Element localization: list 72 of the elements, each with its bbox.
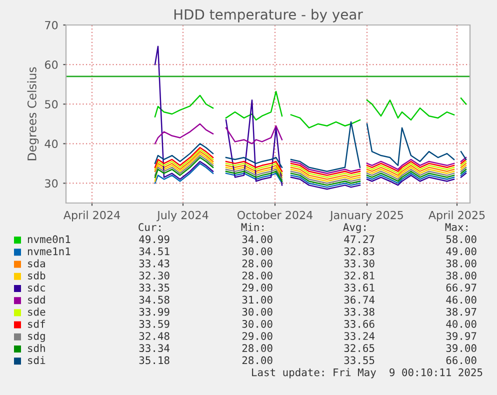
text: 29.00 xyxy=(242,284,272,292)
text: 38.00 xyxy=(446,272,476,280)
text: 32.30 xyxy=(139,272,170,280)
legend-label: sdd xyxy=(28,296,45,304)
text: 28.00 xyxy=(242,356,272,364)
text: 33.43 xyxy=(139,259,170,268)
text: 30.00 xyxy=(242,308,272,316)
text: 33.99 xyxy=(139,308,170,316)
x-tick-label: April 2024 xyxy=(63,210,120,222)
y-tick-label: 70 xyxy=(45,20,58,30)
y-tick-label: 50 xyxy=(45,100,58,108)
text: 58.00 xyxy=(446,235,476,244)
text: 49.99 xyxy=(139,235,170,244)
y-tick-label: 60 xyxy=(45,60,58,69)
y-axis-title: Degrees Celsius xyxy=(27,67,39,160)
text: 33.35 xyxy=(139,284,170,292)
text: 34.51 xyxy=(139,247,170,256)
text: 40.00 xyxy=(446,320,476,328)
text: 33.38 xyxy=(344,308,374,316)
legend-label: nvme1n1 xyxy=(28,248,70,256)
chart-title: HDD temperature - by year xyxy=(174,8,363,22)
text: 38.97 xyxy=(446,308,476,316)
text: 32.83 xyxy=(344,247,374,256)
text: 31.00 xyxy=(242,296,272,304)
text: 33.55 xyxy=(344,356,374,364)
legend-label: sdg xyxy=(28,332,45,342)
text: 36.74 xyxy=(344,296,375,304)
x-tick-label: July 2024 xyxy=(156,210,208,222)
text: 29.00 xyxy=(242,332,272,340)
text: 33.61 xyxy=(344,284,374,292)
text: Cur: xyxy=(138,223,160,232)
text: 28.00 xyxy=(242,259,272,268)
text: 39.00 xyxy=(446,344,476,352)
text: Max: xyxy=(445,223,468,232)
text: 33.24 xyxy=(344,332,375,340)
x-tick-label: October 2024 xyxy=(237,210,313,220)
text: 46.00 xyxy=(446,296,476,304)
x-tick-label: January 2025 xyxy=(329,210,403,222)
text: Min: xyxy=(241,222,264,231)
text: 33.59 xyxy=(139,320,170,328)
text: 34.58 xyxy=(139,296,170,304)
y-tick-label: 30 xyxy=(45,179,58,188)
legend-label: sdi xyxy=(28,356,46,364)
text: 66.97 xyxy=(446,284,476,292)
text: 30.00 xyxy=(242,320,272,328)
text: 35.18 xyxy=(139,356,170,364)
text: 38.00 xyxy=(446,259,476,268)
legend-label: sdc xyxy=(28,283,45,292)
text: 33.30 xyxy=(344,259,374,268)
text: 28.00 xyxy=(242,272,272,280)
legend-label: sde xyxy=(28,308,46,316)
x-tick-label: April 2025 xyxy=(428,210,485,222)
text: 32.48 xyxy=(139,332,170,340)
text: 32.65 xyxy=(344,344,374,352)
text: 32.81 xyxy=(344,272,374,280)
text: Last update: Fri May 9 00:10:11 2025 xyxy=(252,368,482,378)
text: Avg: xyxy=(343,223,366,234)
y-tick-label: 40 xyxy=(44,140,58,148)
text: 47.27 xyxy=(344,235,374,243)
text: 33.34 xyxy=(139,344,170,352)
legend-label: nvme0n1 xyxy=(28,235,70,244)
legend-label: sdh xyxy=(28,344,45,352)
text: 66.00 xyxy=(446,356,476,364)
text: 34.00 xyxy=(242,235,272,244)
text: 33.66 xyxy=(344,320,374,328)
text: 30.00 xyxy=(242,247,272,256)
legend-label: sdf xyxy=(28,320,45,328)
legend-label: sda xyxy=(28,259,45,268)
text: 39.97 xyxy=(446,332,476,340)
text: 28.00 xyxy=(242,344,272,352)
text: 49.00 xyxy=(446,247,476,256)
legend-label: sdb xyxy=(28,271,46,280)
